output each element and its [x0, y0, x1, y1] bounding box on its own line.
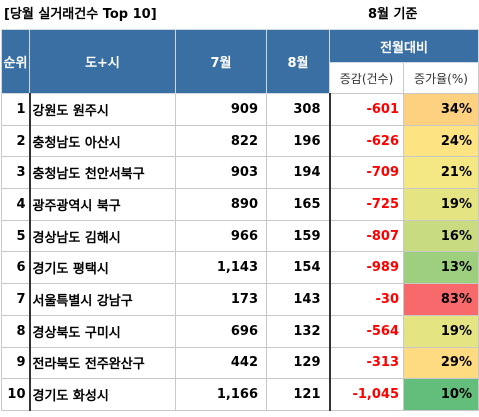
table-title: [당월 실거래건수 Top 10]	[4, 7, 157, 22]
table-row: 5 경상남도 김해시 966 159 -807 16%	[1, 219, 479, 253]
jul-cell: 822	[175, 124, 267, 158]
table-body: 1 강원도 원주시 909 308 -601 34% 2 충청남도 아산시 822 196 -626…	[1, 93, 479, 411]
header-region: 도+시	[29, 29, 176, 94]
region-cell: 강원도 원주시	[28, 93, 176, 126]
jul-cell: 1,143	[175, 251, 267, 285]
table-row: 7 서울특별시 강남구 173 143 -30 83%	[1, 283, 479, 316]
aug-cell: 132	[266, 314, 330, 348]
rank-cell: 5	[1, 219, 30, 253]
jul-cell: 890	[175, 188, 267, 221]
rate-cell: 19%	[403, 314, 479, 348]
header-rank: 순위	[1, 29, 30, 94]
jul-cell: 966	[175, 219, 267, 253]
diff-cell: -30	[328, 283, 404, 316]
rank-cell: 1	[1, 93, 30, 126]
table-row: 1 강원도 원주시 909 308 -601 34%	[1, 93, 479, 126]
aug-cell: 129	[266, 346, 330, 380]
aug-cell: 121	[266, 378, 330, 411]
jul-cell: 903	[175, 156, 267, 190]
rank-cell: 9	[1, 346, 30, 380]
table-row: 4 광주광역시 북구 890 165 -725 19%	[1, 188, 479, 221]
diff-cell: -989	[328, 251, 404, 285]
aug-cell: 154	[266, 251, 330, 285]
rate-cell: 29%	[403, 346, 479, 380]
header-mom: 전월대비	[329, 29, 479, 63]
region-cell: 광주광역시 북구	[28, 188, 176, 221]
region-cell: 서울특별시 강남구	[28, 283, 176, 316]
table-row: 8 경상북도 구미시 696 132 -564 19%	[1, 314, 479, 348]
rate-cell: 83%	[403, 283, 479, 316]
header-aug: 8월	[266, 29, 330, 94]
top10-table: 순위 도+시 7월 8월 전월대비 증감(건수) 증가율(%) 1 강원도 원주시…	[1, 29, 479, 411]
jul-cell: 909	[175, 93, 267, 126]
rate-cell: 24%	[403, 124, 479, 158]
table-row: 3 충청남도 천안서북구 903 194 -709 21%	[1, 156, 479, 190]
aug-cell: 194	[266, 156, 330, 190]
diff-cell: -709	[328, 156, 404, 190]
header-rate: 증가율(%)	[403, 62, 479, 94]
rank-cell: 3	[1, 156, 30, 190]
rate-cell: 21%	[403, 156, 479, 190]
region-cell: 경상남도 김해시	[28, 219, 176, 253]
table-row: 6 경기도 평택시 1,143 154 -989 13%	[1, 251, 479, 285]
region-cell: 경상북도 구미시	[28, 314, 176, 348]
rate-cell: 10%	[403, 378, 479, 411]
aug-cell: 159	[266, 219, 330, 253]
region-cell: 충청남도 천안서북구	[28, 156, 176, 190]
rank-cell: 10	[1, 378, 30, 411]
rank-cell: 8	[1, 314, 30, 348]
rate-cell: 13%	[403, 251, 479, 285]
table-row: 9 전라북도 전주완산구 442 129 -313 29%	[1, 346, 479, 380]
aug-cell: 143	[266, 283, 330, 316]
diff-cell: -807	[328, 219, 404, 253]
diff-cell: -1,045	[328, 378, 404, 411]
region-cell: 경기도 화성시	[28, 378, 176, 411]
aug-cell: 165	[266, 188, 330, 221]
table-row: 10 경기도 화성시 1,166 121 -1,045 10%	[1, 378, 479, 411]
header-jul: 7월	[175, 29, 267, 94]
diff-cell: -564	[328, 314, 404, 348]
table-row: 2 충청남도 아산시 822 196 -626 24%	[1, 124, 479, 158]
rank-cell: 7	[1, 283, 30, 316]
rate-cell: 19%	[403, 188, 479, 221]
diff-cell: -601	[328, 93, 404, 126]
rank-cell: 6	[1, 251, 30, 285]
aug-cell: 308	[266, 93, 330, 126]
region-cell: 충청남도 아산시	[28, 124, 176, 158]
jul-cell: 173	[175, 283, 267, 316]
region-cell: 경기도 평택시	[28, 251, 176, 285]
rate-cell: 16%	[403, 219, 479, 253]
diff-cell: -313	[328, 346, 404, 380]
rank-cell: 2	[1, 124, 30, 158]
rank-cell: 4	[1, 188, 30, 221]
jul-cell: 442	[175, 346, 267, 380]
basis-label: 8월 기준	[368, 7, 418, 22]
rate-cell: 34%	[403, 93, 479, 126]
header-diff: 증감(건수)	[329, 62, 404, 94]
diff-cell: -626	[328, 124, 404, 158]
jul-cell: 1,166	[175, 378, 267, 411]
jul-cell: 696	[175, 314, 267, 348]
aug-cell: 196	[266, 124, 330, 158]
region-cell: 전라북도 전주완산구	[28, 346, 176, 380]
diff-cell: -725	[328, 188, 404, 221]
